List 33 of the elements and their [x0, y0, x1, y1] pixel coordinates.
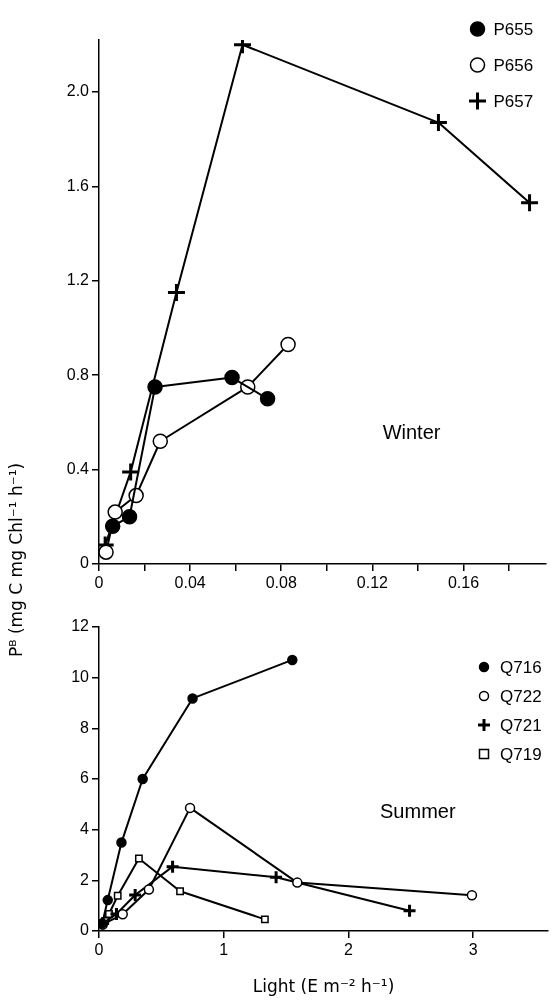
x-tick-label: 0 — [94, 941, 104, 959]
legend-label: Q719 — [500, 744, 542, 764]
y-tick-label: 0.4 — [66, 459, 90, 477]
y-tick-label: 4 — [80, 820, 90, 838]
legend-label: Q721 — [500, 715, 542, 735]
y-tick-label: 12 — [71, 617, 90, 635]
y-tick-label: 0 — [80, 921, 90, 939]
y-tick-label: 0.8 — [66, 365, 90, 383]
y-tick-label: 10 — [71, 668, 90, 686]
y-tick-label: 2 — [80, 870, 90, 888]
y-tick-label: 8 — [80, 718, 90, 736]
y-tick-label: 6 — [80, 769, 90, 787]
annotation: Winter — [382, 420, 441, 443]
legend-label: P657 — [493, 91, 534, 111]
x-tick-label: 0.12 — [356, 574, 389, 592]
x-tick-label: 0.04 — [174, 574, 206, 592]
x-tick-label: 2 — [343, 941, 353, 959]
y-axis-title: Pᴮ (mg C mg Chl⁻¹ h⁻¹) — [6, 462, 26, 658]
legend-label: Q722 — [500, 686, 542, 706]
x-tick-label: 3 — [468, 941, 478, 959]
y-tick-label: 0 — [80, 554, 90, 572]
x-tick-label: 0.16 — [447, 574, 480, 592]
legend-label: P655 — [493, 19, 534, 39]
legend-label: P656 — [493, 55, 534, 75]
annotation: Summer — [380, 799, 456, 822]
x-tick-label: 0 — [94, 574, 104, 592]
y-tick-label: 1.6 — [66, 176, 90, 194]
x-tick-label: 1 — [219, 941, 229, 959]
x-axis-title: Light (E m⁻² h⁻¹) — [252, 976, 395, 997]
legend-label: Q716 — [500, 657, 542, 677]
y-tick-label: 1.2 — [66, 271, 90, 289]
x-tick-label: 0.08 — [265, 574, 297, 592]
y-tick-label: 2.0 — [66, 82, 90, 100]
